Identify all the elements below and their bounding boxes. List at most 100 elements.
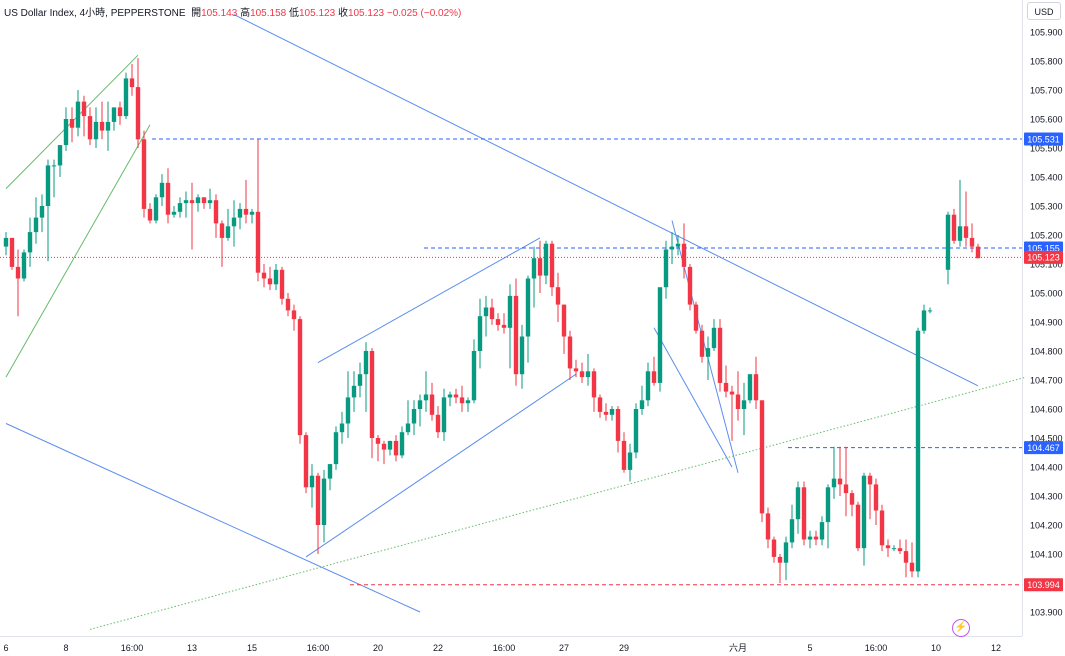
candles [3, 58, 981, 583]
x-tick-label: 10 [931, 643, 941, 653]
candle-body [777, 556, 783, 563]
candle-body [231, 217, 237, 227]
candle-body [369, 351, 375, 438]
candle-body [153, 197, 159, 221]
x-tick-label: 8 [63, 643, 68, 653]
candle-body [741, 400, 747, 409]
candle-body [159, 182, 165, 198]
candle-body [795, 487, 801, 520]
high-label: 高 [240, 8, 251, 19]
candle-body [387, 440, 393, 450]
candle-body [267, 278, 273, 285]
candle-body [579, 371, 585, 378]
lightning-icon[interactable]: ⚡ [952, 619, 970, 637]
candle-body [537, 258, 543, 276]
x-tick-label: 29 [619, 643, 629, 653]
candle-body [243, 208, 249, 215]
candle-body [495, 319, 501, 325]
candle-body [405, 423, 411, 433]
candle-body [39, 206, 45, 218]
candle-body [573, 368, 579, 372]
y-tick-label: 104.400 [1030, 463, 1063, 473]
candle-body [285, 298, 291, 311]
candle-body [921, 310, 927, 331]
candle-body [747, 374, 753, 401]
interval[interactable]: 4小時 [79, 8, 106, 19]
candle-body [351, 385, 357, 398]
candle-body [597, 397, 603, 412]
candle-body [705, 348, 711, 357]
candle-body [207, 200, 213, 204]
y-tick-label: 105.300 [1030, 202, 1063, 212]
price-label-text: 103.994 [1027, 580, 1060, 590]
y-tick-label: 104.500 [1030, 434, 1063, 444]
currency-button[interactable]: USD [1027, 2, 1061, 20]
candle-body [171, 211, 177, 215]
trendline [5, 423, 421, 613]
candle-body [381, 443, 387, 450]
candle-body [549, 243, 555, 288]
symbol-name[interactable]: US Dollar Index [4, 8, 75, 19]
candle-body [297, 319, 303, 436]
change-value: −0.025 (−0.02%) [386, 8, 462, 19]
open-label: 開 [191, 8, 202, 19]
time-axis: 6 8 16:00 13 15 16:00 20 22 16:00 27 29 六月 5 16:00 10 1… [0, 636, 1022, 653]
y-tick-label: 105.700 [1030, 86, 1063, 96]
y-tick-label: 103.900 [1030, 608, 1063, 618]
candle-body [357, 374, 363, 386]
candle-body [897, 548, 903, 552]
x-tick-label: 16:00 [865, 643, 888, 653]
price-label-box [1024, 441, 1063, 455]
candle-body [849, 493, 855, 505]
trendline [317, 237, 541, 364]
candle-body [321, 478, 327, 525]
trendline [305, 373, 577, 558]
candle-body [639, 400, 645, 409]
candle-body [51, 165, 57, 167]
trendline [233, 14, 979, 387]
close-label: 收 [337, 8, 348, 19]
trendline [653, 327, 733, 468]
candle-body [93, 121, 99, 140]
candle-body [531, 258, 537, 279]
candle-body [735, 394, 741, 409]
candle-body [657, 287, 663, 383]
x-tick-label: 27 [559, 643, 569, 653]
candle-body [519, 336, 525, 375]
y-tick-label: 104.100 [1030, 550, 1063, 560]
candle-body [417, 400, 423, 409]
candle-body [825, 487, 831, 523]
candle-body [327, 464, 333, 479]
candle-body [801, 487, 807, 540]
candle-body [15, 266, 21, 279]
candle-body [909, 562, 915, 572]
candle-body [771, 539, 777, 557]
x-tick-label: 15 [247, 643, 257, 653]
candle-body [459, 397, 465, 404]
price-label-box [1024, 250, 1063, 264]
candle-body [225, 226, 231, 238]
candle-body [687, 266, 693, 305]
trendline [89, 376, 1027, 630]
candle-body [615, 409, 621, 441]
candle-body [543, 243, 549, 276]
candle-body [891, 548, 897, 550]
price-label-text: 104.467 [1027, 443, 1060, 453]
y-tick-label: 105.100 [1030, 260, 1063, 270]
candle-body [195, 197, 201, 204]
candle-body [861, 475, 867, 549]
candle-body [885, 545, 891, 549]
candle-body [915, 330, 921, 572]
price-label-text: 105.123 [1027, 253, 1060, 263]
candle-body [249, 211, 255, 215]
candle-body [477, 316, 483, 351]
candle-body [27, 232, 33, 253]
candle-body [147, 208, 153, 221]
y-tick-label: 104.700 [1030, 376, 1063, 386]
candle-body [87, 116, 93, 140]
candle-body [651, 371, 657, 383]
candle-body [129, 78, 135, 88]
candle-body [69, 119, 75, 128]
